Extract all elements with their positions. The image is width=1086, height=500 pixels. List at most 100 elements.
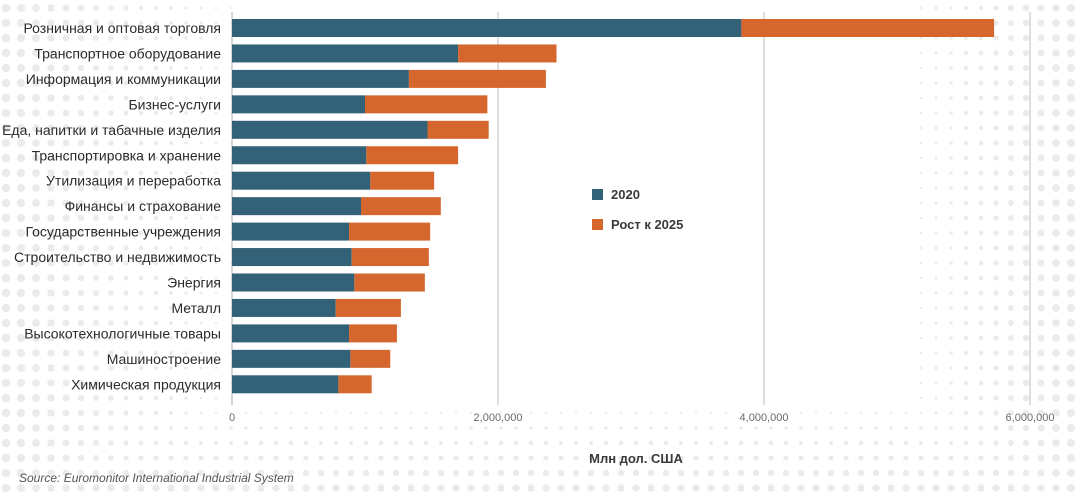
background-dot [199, 396, 203, 400]
background-dot [977, 469, 985, 477]
background-dot [379, 426, 383, 430]
background-dot [32, 94, 40, 102]
background-dot [919, 291, 923, 295]
background-dot [859, 426, 863, 430]
background-dot [32, 19, 40, 27]
background-dot [92, 439, 100, 447]
category-label: Химическая продукция [71, 376, 221, 392]
background-dot [153, 170, 159, 176]
background-dot [229, 6, 233, 10]
background-dot [963, 215, 969, 221]
background-dot [153, 230, 159, 236]
background-dot [934, 306, 938, 310]
background-dot [16, 48, 26, 58]
background-dot [199, 111, 203, 115]
background-dot [589, 426, 593, 430]
background-dot [768, 455, 774, 461]
background-dot [92, 394, 100, 402]
background-dot [617, 484, 625, 492]
x-tick-label: 6,000,000 [1006, 412, 1055, 424]
background-dot [528, 455, 534, 461]
background-dot [214, 96, 218, 100]
background-dot [378, 440, 384, 446]
background-dot [214, 156, 218, 160]
background-dot [92, 19, 100, 27]
background-dot [1008, 365, 1014, 371]
background-dot [887, 484, 895, 492]
background-dot [978, 125, 984, 131]
background-dot [498, 440, 504, 446]
background-dot [453, 455, 459, 461]
background-dot [214, 126, 218, 130]
background-dot [709, 411, 713, 415]
background-dot [47, 124, 55, 132]
background-dot [978, 50, 984, 56]
background-dot [514, 426, 518, 430]
background-dot [1022, 49, 1030, 57]
background-dot [289, 426, 293, 430]
background-dot [993, 305, 999, 311]
background-dot [108, 335, 114, 341]
background-dot [199, 276, 203, 280]
background-dot [844, 426, 848, 430]
background-dot [108, 170, 114, 176]
background-dot [963, 335, 969, 341]
background-dot [739, 411, 743, 415]
background-dot [62, 379, 70, 387]
background-dot [32, 304, 40, 312]
background-dot [77, 304, 85, 312]
background-dot [108, 185, 114, 191]
background-dot [212, 469, 220, 477]
x-tick-label: 2,000,000 [474, 412, 523, 424]
background-dot [123, 305, 129, 311]
background-dot [77, 394, 85, 402]
background-dot [169, 171, 173, 175]
category-label: Машиностроение [107, 351, 221, 367]
background-dot [1008, 95, 1014, 101]
background-dot [647, 484, 655, 492]
background-dot [108, 395, 114, 401]
background-dot [934, 186, 938, 190]
background-dot [527, 484, 535, 492]
background-dot [1022, 4, 1030, 12]
background-dot [47, 229, 55, 237]
background-dot [1052, 469, 1060, 477]
background-dot [1037, 109, 1045, 117]
background-dot [1037, 334, 1045, 342]
background-dot [1008, 50, 1014, 56]
background-dot [933, 440, 939, 446]
background-dot [77, 439, 85, 447]
background-dot [77, 454, 85, 462]
background-dot [1037, 169, 1045, 177]
background-dot [993, 20, 999, 26]
background-dot [1037, 394, 1045, 402]
background-dot [169, 81, 173, 85]
background-dot [438, 455, 444, 461]
background-dot [169, 51, 173, 55]
background-dot [258, 440, 264, 446]
background-dot [1052, 319, 1060, 327]
background-dot [153, 380, 159, 386]
background-dot [1, 333, 11, 343]
background-dot [16, 483, 26, 493]
background-dot [16, 93, 26, 103]
background-dot [184, 111, 188, 115]
background-dot [288, 455, 294, 461]
background-dot [138, 455, 144, 461]
background-dot [919, 141, 923, 145]
background-dot [649, 411, 653, 415]
background-dot [108, 215, 114, 221]
background-dot [347, 484, 355, 492]
background-dot [62, 19, 70, 27]
background-dot [199, 351, 203, 355]
background-dot [32, 409, 40, 417]
background-dot [1022, 169, 1030, 177]
background-dot [227, 484, 235, 492]
background-dot [949, 261, 953, 265]
background-dot [812, 484, 820, 492]
background-dot [138, 380, 144, 386]
background-dot [1037, 349, 1045, 357]
x-tick-label: 4,000,000 [740, 412, 789, 424]
category-label: Еда, напитки и табачные изделия [2, 122, 221, 138]
background-dot [258, 455, 264, 461]
